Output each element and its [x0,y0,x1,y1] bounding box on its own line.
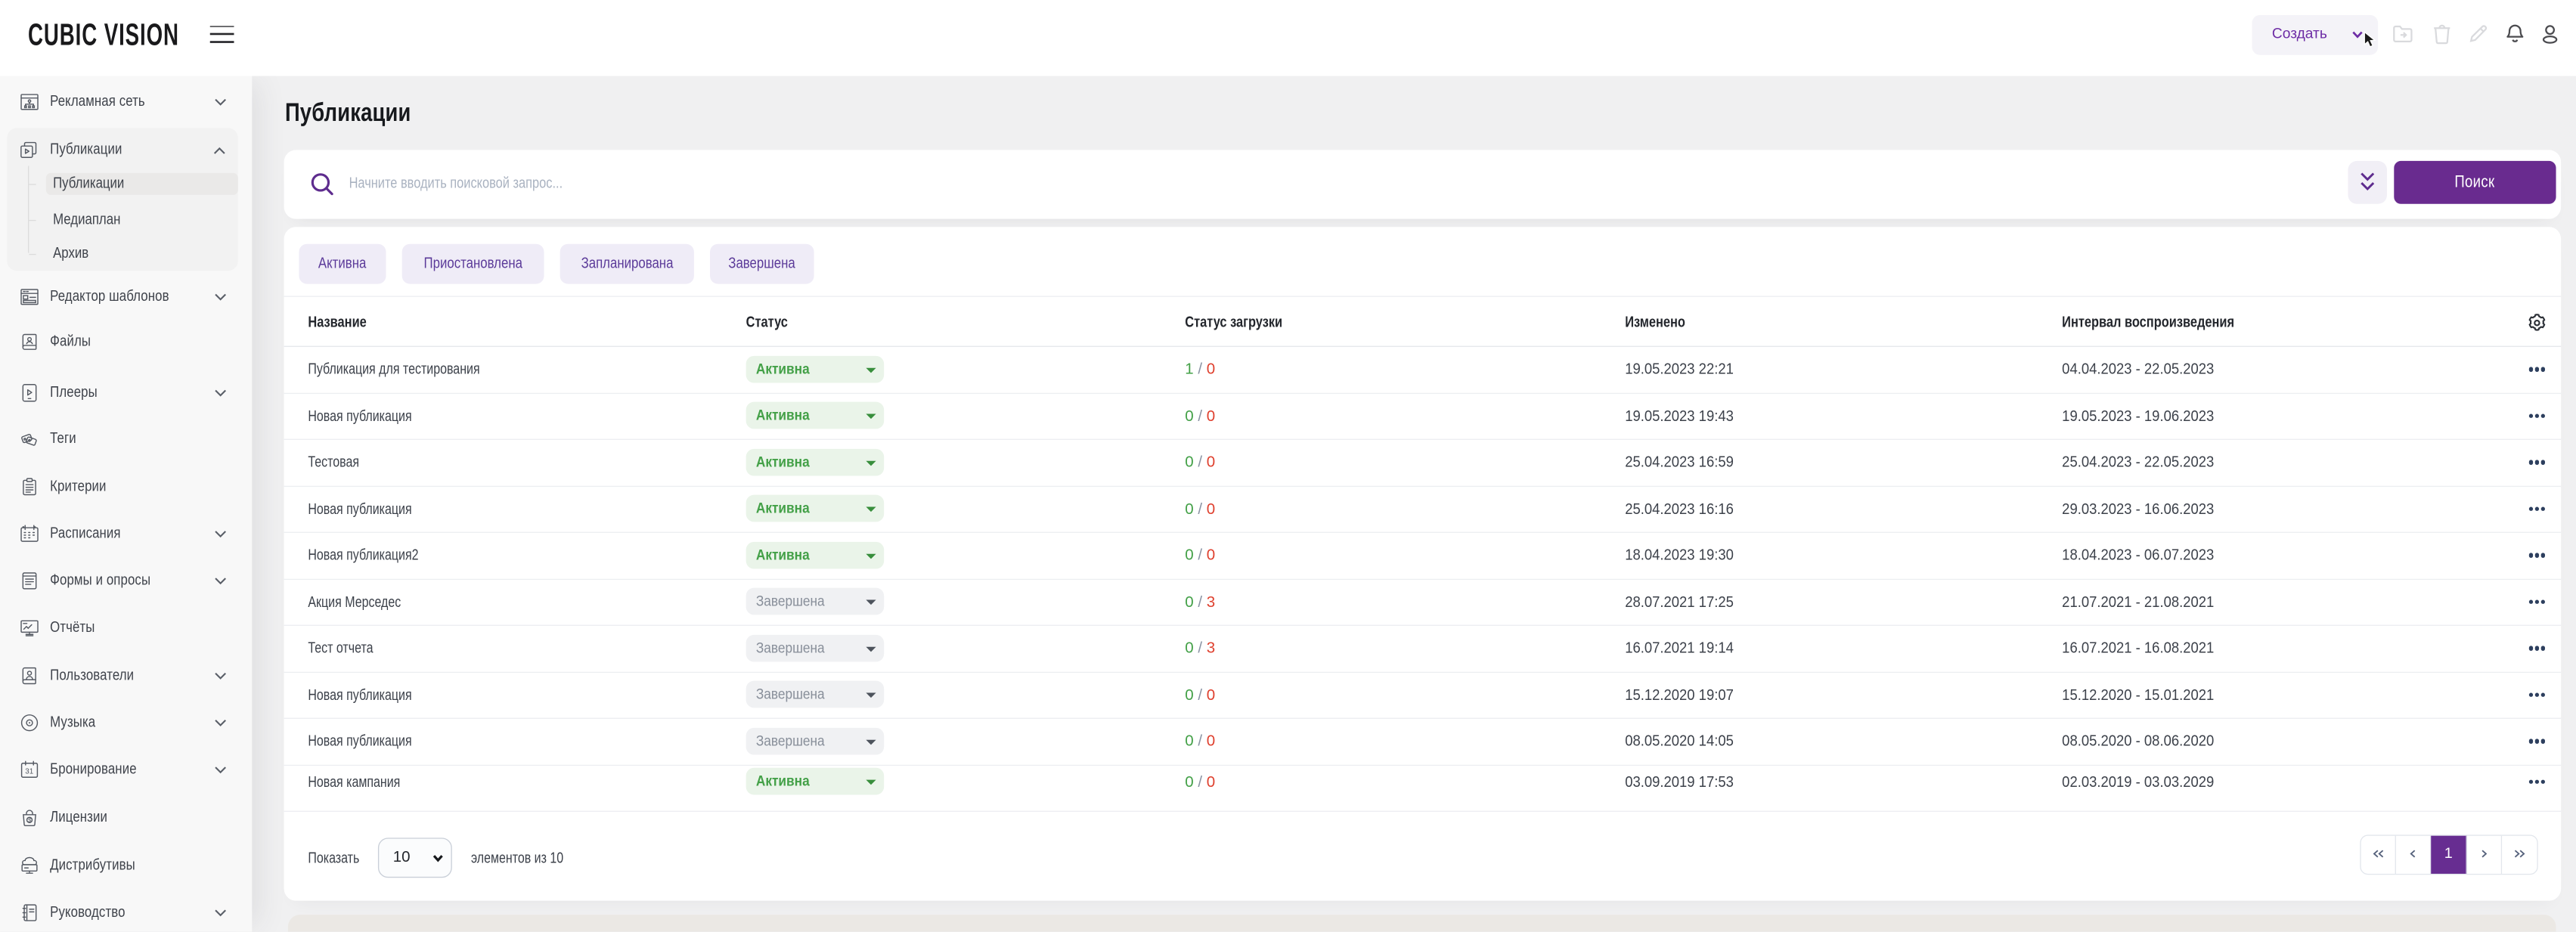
svg-text:$: $ [28,817,32,824]
svg-text:31: 31 [25,768,33,776]
